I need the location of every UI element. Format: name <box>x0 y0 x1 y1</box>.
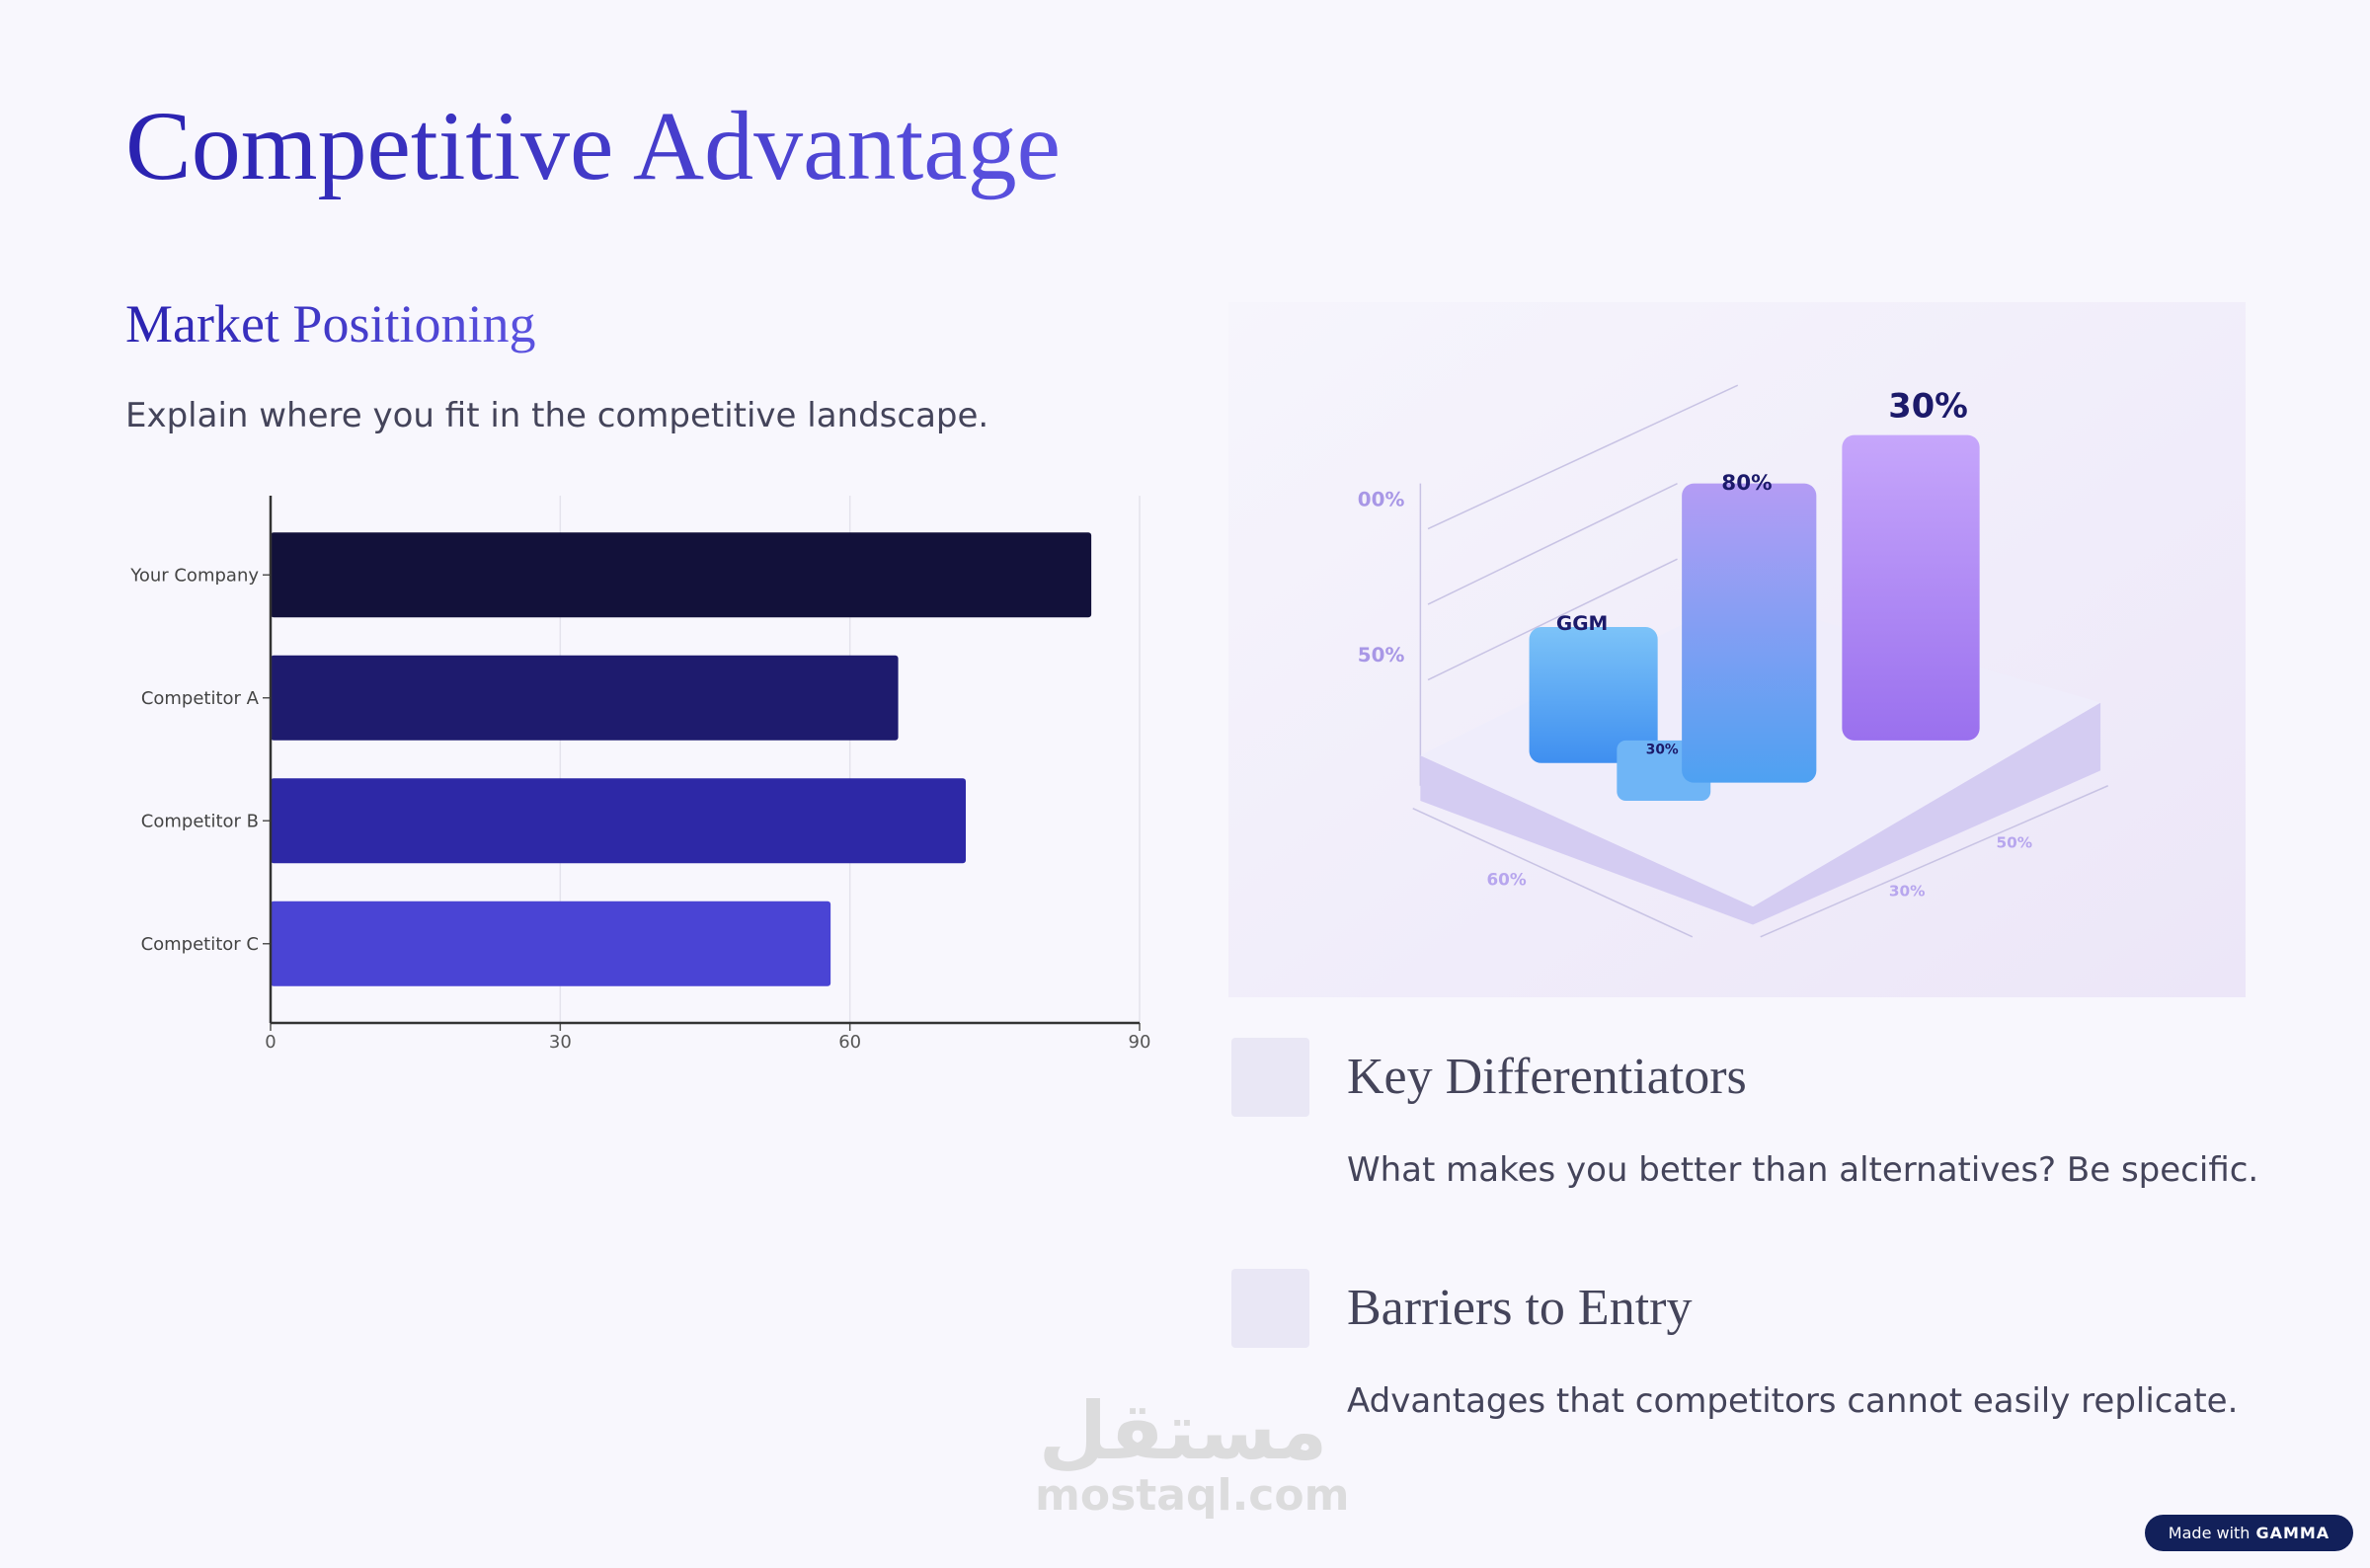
icon-box <box>1231 1269 1309 1348</box>
section-text: What makes you better than alternatives?… <box>1347 1150 2259 1190</box>
x-tick-label: 60 <box>838 1032 861 1053</box>
section-heading: Key Differentiators <box>1347 1049 1747 1105</box>
cube <box>1529 627 1658 763</box>
y-tick-label: Competitor B <box>141 811 259 831</box>
icon-box <box>1231 1038 1309 1117</box>
section-text: Explain where you fit in the competitive… <box>125 396 989 435</box>
section-heading: Barriers to Entry <box>1347 1280 1693 1336</box>
badge[interactable]: Made with GAMMA <box>2145 1515 2353 1551</box>
section-text: Advantages that competitors cannot easil… <box>1347 1381 2239 1421</box>
bar <box>271 778 966 864</box>
title: Competitive Advantage <box>125 87 1061 205</box>
x-tick-label: 90 <box>1129 1032 1151 1053</box>
column <box>1682 483 1817 783</box>
watermark-arabic: مستقل <box>1038 1385 1328 1477</box>
image-label: 80% <box>1721 471 1772 496</box>
bar <box>271 655 899 741</box>
platform-side <box>1420 702 2101 925</box>
image-label: 30% <box>1646 743 1679 758</box>
x-tick-label: 30 <box>549 1032 572 1053</box>
y-tick-label: Competitor C <box>141 934 259 955</box>
y-tick-label: Your Company <box>129 565 259 586</box>
image-label: 50% <box>1997 833 2033 851</box>
y-tick-label: Competitor A <box>141 688 260 709</box>
badge-brand: GAMMA <box>2255 1524 2330 1542</box>
bar <box>271 901 831 986</box>
image-label: GGM <box>1556 612 1608 635</box>
badge-text: Made with <box>2168 1524 2251 1542</box>
column <box>1842 434 1980 741</box>
image-label: 00% <box>1358 489 1405 511</box>
axes <box>1412 384 2109 938</box>
image-label: 30% <box>1889 882 1926 900</box>
image-label: 50% <box>1358 644 1405 666</box>
image-label: 60% <box>1486 870 1526 890</box>
watermark: مستقل mostaql.com <box>1035 1385 1350 1521</box>
illustration: 00% 50% GGM 80% 30% 30% 60% 30% 50% <box>1228 302 2246 997</box>
image-label: 30% <box>1888 386 1968 425</box>
section-heading: Market Positioning <box>125 294 536 353</box>
bar <box>271 532 1092 618</box>
chart: 0 30 60 90 Your Company Competitor A Competito… <box>129 496 1151 1053</box>
watermark-latin: mostaql.com <box>1035 1470 1350 1521</box>
x-tick-label: 0 <box>265 1032 276 1053</box>
